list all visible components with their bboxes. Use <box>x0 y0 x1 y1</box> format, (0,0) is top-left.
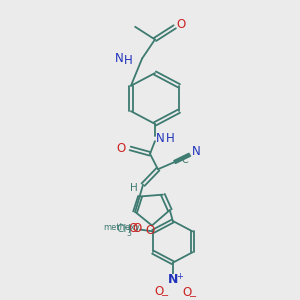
Text: H: H <box>124 54 133 67</box>
Text: C: C <box>181 155 188 165</box>
Text: O: O <box>133 222 142 235</box>
Text: CH: CH <box>117 224 132 234</box>
Text: O: O <box>182 286 191 299</box>
Text: O: O <box>154 285 164 298</box>
Text: methoxy: methoxy <box>103 223 140 232</box>
Text: +: + <box>176 272 183 281</box>
Text: O: O <box>176 19 185 32</box>
Text: O: O <box>146 224 154 237</box>
Text: N: N <box>168 272 178 286</box>
Text: N: N <box>115 52 124 65</box>
Text: N: N <box>192 145 201 158</box>
Text: 3: 3 <box>127 229 132 238</box>
Text: −: − <box>161 291 169 300</box>
Text: O: O <box>129 222 138 235</box>
Text: O: O <box>117 142 126 155</box>
Text: N: N <box>155 132 164 145</box>
Text: −: − <box>188 292 197 300</box>
Text: H: H <box>165 132 174 145</box>
Text: H: H <box>130 183 138 193</box>
